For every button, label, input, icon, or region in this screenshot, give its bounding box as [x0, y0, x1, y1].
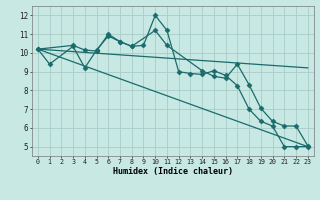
- X-axis label: Humidex (Indice chaleur): Humidex (Indice chaleur): [113, 167, 233, 176]
